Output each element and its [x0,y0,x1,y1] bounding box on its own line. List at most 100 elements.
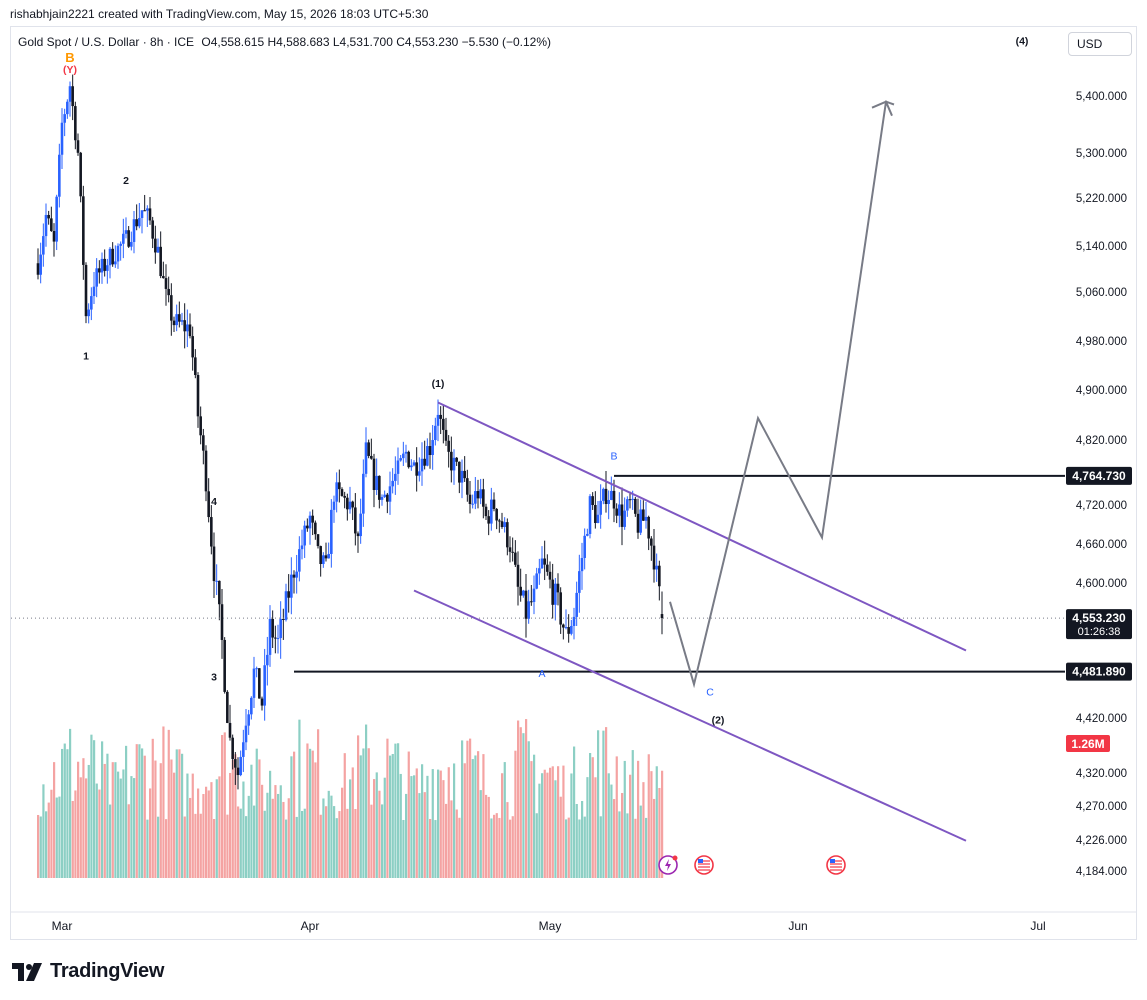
candle-body [60,122,64,155]
volume-bar [655,766,658,878]
candle-body [111,248,114,265]
volume-bar [402,819,405,878]
volume-bar [234,754,237,878]
flag-canton [698,859,703,863]
candle-body [202,435,205,451]
candle-body [151,220,154,239]
price-tick-label: 4,820.000 [1076,435,1127,447]
candle-body [135,219,138,227]
volume-bar [543,769,546,878]
volume-bar [82,758,85,878]
volume-bar [621,793,624,878]
volume-bar [439,770,442,878]
candle-body [516,564,520,587]
volume-tag: 1.26M [1066,735,1110,752]
price-axis: 5,400.000 5,300.000 5,220.000 5,140.000 5,06… [1076,91,1127,878]
candle-body [143,210,146,212]
volume-bar [229,772,232,878]
candle-body [607,499,610,504]
candle-body [188,324,192,337]
volume-bar [658,787,661,878]
volume-bar [338,811,341,878]
candle-body [404,451,408,454]
candle-body [282,618,285,620]
wave-label: 3 [211,672,217,684]
volume-bar [594,777,597,878]
candle-body [538,568,541,574]
volume-bar [114,762,117,878]
volume-bar [527,741,530,878]
candle-body [476,491,480,499]
channel-lower-line [413,589,967,842]
volume-bar [471,759,474,878]
candle-body [316,534,320,547]
candle-body [463,470,466,479]
candle-body [162,276,165,279]
wave-label: 1 [83,350,89,362]
candle-body [644,516,648,521]
candle-body [562,624,565,628]
candle-body [492,499,496,509]
candle-body [172,320,176,326]
volume-bar [514,750,517,878]
symbol-name[interactable]: Gold Spot / U.S. Dollar · 8h · ICE [18,35,195,49]
volume-bar [482,754,485,878]
volume-label: 1.26M [1071,737,1104,751]
volume-bar [202,794,205,878]
volume-bar [245,816,248,878]
candle-body [618,504,621,516]
volume-bar [509,819,512,878]
volume-bar [498,817,501,878]
candle-body [500,521,504,528]
volume-bar [557,766,560,878]
candle-body [124,230,128,234]
candle-body [311,515,314,523]
candle-body [508,547,512,552]
volume-bar [637,760,640,878]
volume-bar [383,777,386,878]
chart-frame [10,26,1137,940]
volume-bar [159,763,162,878]
candle-body [436,414,440,426]
candle-body [551,579,554,605]
volume-bar [45,811,48,878]
volume-bar [461,740,464,878]
volume-bar [117,771,120,878]
currency-button[interactable]: USD [1068,32,1132,56]
volume-bar [141,748,144,878]
candle-body [530,601,533,603]
volume-bar [541,773,544,878]
volume-bar [437,769,440,878]
volume-bar [357,735,360,878]
candle-body [255,668,258,670]
volume-bar [421,764,424,878]
candle-body [540,558,544,569]
candle-body [490,499,493,524]
volume-bar [167,729,170,878]
candle-body [583,535,586,558]
volume-bar [434,820,437,878]
candle-body [636,513,640,533]
volume-bar [269,770,272,878]
candle-body [460,470,464,483]
candle-body [116,245,120,262]
candle-body [631,498,634,500]
candle-body [655,565,658,570]
ohlc-values: O4,558.615 H4,588.683 L4,531.700 C4,553.… [201,35,552,49]
candle-body [412,462,416,466]
volume-bar [205,786,208,878]
candle-body [554,583,557,605]
candle-body [183,320,186,332]
candle-body [452,457,456,471]
volume-bar [58,796,61,878]
candle-body [586,533,589,536]
volume-bar [133,778,136,878]
candle-body [506,522,509,548]
candle-body [396,460,400,474]
volume-bar [549,767,552,878]
volume-bar [138,744,141,878]
candle-body [415,462,418,476]
candle-body [252,668,256,698]
